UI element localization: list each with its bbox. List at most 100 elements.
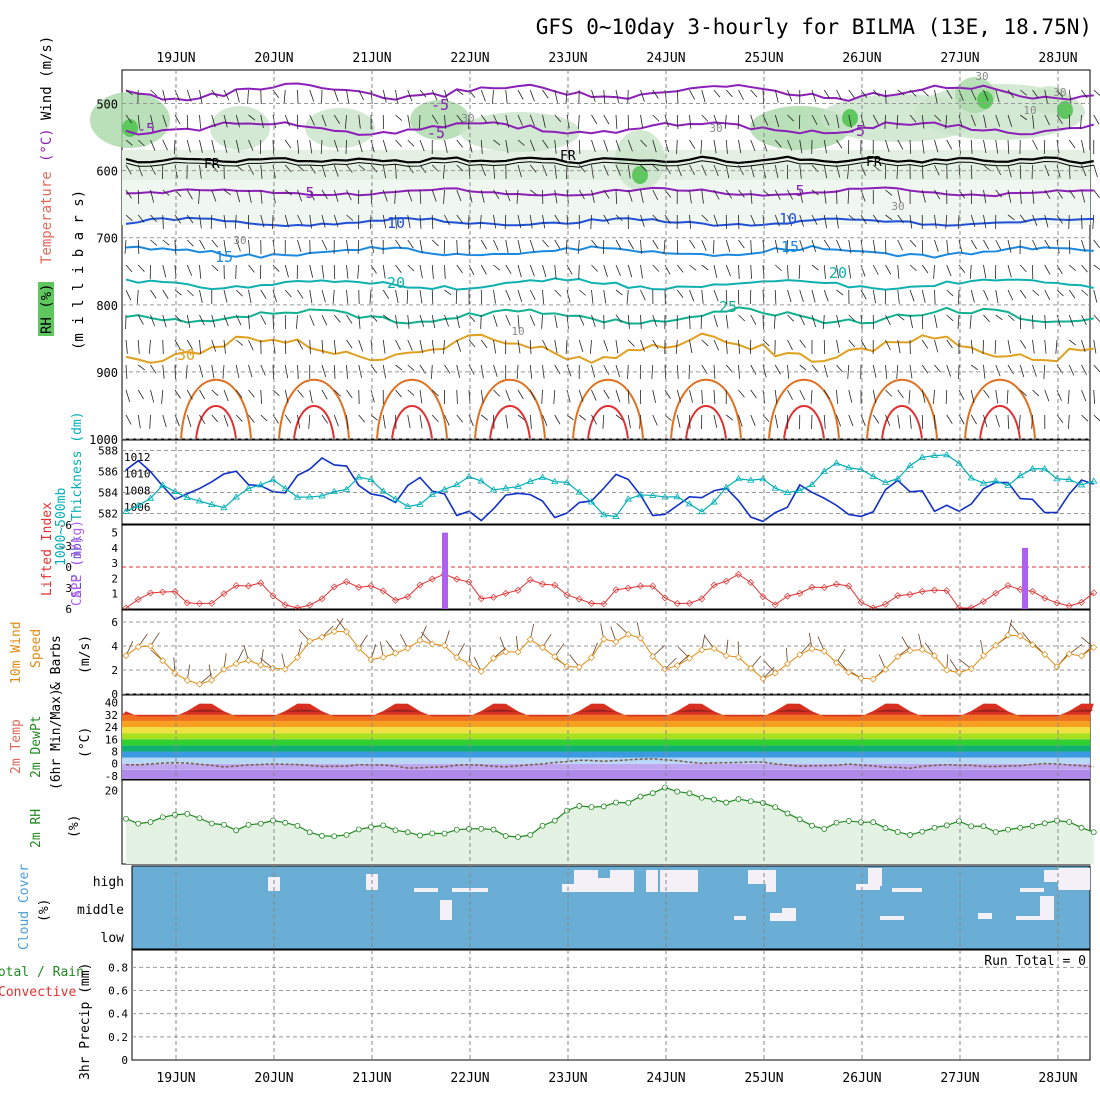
- temp-tick: 40: [105, 697, 118, 710]
- wind-barb: [407, 314, 410, 329]
- p6-label-a: 2m RH: [29, 809, 44, 848]
- thickness-point: [379, 487, 387, 494]
- wind10m-point: [416, 636, 424, 644]
- wind-barb: [627, 264, 633, 278]
- rh2m-point: [600, 803, 607, 810]
- wind-barb: [578, 189, 585, 200]
- wind-barb: [442, 164, 445, 179]
- wind-barb: [173, 139, 176, 154]
- wind-barb: [1093, 89, 1100, 96]
- wind10m-barb: [125, 640, 134, 656]
- wind-barb: [822, 314, 825, 329]
- wind-barb: [395, 139, 402, 147]
- wind-barb: [285, 189, 293, 196]
- wind-barb: [652, 314, 658, 327]
- wind-barb: [872, 264, 879, 275]
- wind10m-point: [330, 628, 338, 635]
- rh2m-point: [907, 832, 913, 838]
- wind-barb: [235, 164, 243, 172]
- wind-barb: [260, 389, 263, 404]
- cloud-level-middle: middle: [77, 903, 124, 918]
- wind-barb: [223, 139, 228, 153]
- wind10m-barb: [799, 642, 811, 655]
- wind-barb: [896, 114, 899, 129]
- rh2m-point: [539, 822, 546, 829]
- temp-band: [122, 720, 1090, 728]
- wind-barb: [505, 139, 509, 154]
- wind-barb: [762, 339, 770, 347]
- precip-tick: 0: [121, 1054, 128, 1067]
- freezing-level-line: [125, 155, 1094, 165]
- wind-barb: [983, 139, 987, 154]
- cloud-block: [1058, 868, 1090, 890]
- lifted-index-point: [1090, 589, 1098, 597]
- dewpoint-line: [125, 757, 1094, 770]
- wind-barb: [395, 364, 403, 371]
- wind-barb: [652, 89, 659, 99]
- wind-barb: [1019, 289, 1027, 299]
- lifted-index-point: [722, 577, 730, 585]
- lifted-index-point: [147, 589, 154, 597]
- wind-barb: [578, 314, 585, 326]
- wind-barb: [1007, 314, 1015, 321]
- temperature-contour: [125, 306, 1094, 325]
- wind-barb: [283, 89, 286, 104]
- wind-barb: [847, 189, 850, 204]
- wind-barb: [773, 314, 776, 329]
- wind-barb: [211, 314, 216, 328]
- wind-barb: [358, 364, 363, 378]
- wind-barb: [309, 89, 315, 102]
- rh2m-area: [126, 787, 1094, 864]
- lifted-index-point: [649, 582, 657, 590]
- rh2m-point: [466, 825, 472, 832]
- wind-barb: [284, 414, 292, 424]
- cloud-block: [440, 900, 452, 920]
- wind-barb: [591, 139, 596, 152]
- rh2m-point: [919, 828, 926, 835]
- wind-barb: [713, 89, 721, 98]
- wind-barb: [602, 414, 605, 429]
- wind-barb: [174, 239, 176, 254]
- wind-barb: [517, 139, 525, 146]
- wind-barb: [395, 414, 397, 429]
- wind-barb: [799, 239, 804, 252]
- wind-barb: [174, 389, 181, 399]
- wind-barb: [493, 289, 496, 304]
- wind-barb: [456, 164, 464, 172]
- wind10m-point: [1090, 643, 1098, 651]
- temperature-contour: [125, 277, 1094, 291]
- wind-barb: [787, 189, 794, 200]
- wind-barb: [1032, 139, 1038, 150]
- precip-panel-frame: [131, 949, 1091, 1061]
- wind-barb: [701, 339, 709, 347]
- rh2m-point: [343, 831, 350, 838]
- wind-barb: [921, 414, 924, 429]
- wind10m-point: [955, 669, 963, 677]
- wind-barb: [811, 239, 817, 253]
- wind10m-barb: [336, 618, 347, 633]
- cape-tick: 3: [111, 557, 118, 570]
- wind-barb: [774, 189, 781, 200]
- wind-barb: [516, 189, 519, 204]
- wind10m-point: [306, 637, 314, 645]
- wind-barb: [297, 239, 302, 253]
- wind-barb: [885, 89, 887, 104]
- lifted-index-point: [453, 575, 461, 583]
- wind-barb: [186, 339, 193, 350]
- wind-barb: [970, 214, 976, 228]
- wind-barb: [419, 189, 422, 204]
- wind-barb: [260, 414, 268, 422]
- wind-barb: [957, 214, 960, 229]
- wind-barb: [554, 164, 557, 179]
- wind-barb: [150, 189, 155, 203]
- wind-barb: [395, 289, 399, 304]
- thickness-point: [293, 493, 302, 500]
- wind-barb: [186, 414, 192, 427]
- wind-barb: [1055, 339, 1058, 354]
- wind-barb: [934, 114, 942, 122]
- wind-barb: [223, 314, 229, 327]
- wind-barb: [162, 114, 168, 127]
- wind-barb: [248, 414, 255, 423]
- wind-barb: [248, 164, 254, 175]
- thickness-point: [244, 484, 253, 491]
